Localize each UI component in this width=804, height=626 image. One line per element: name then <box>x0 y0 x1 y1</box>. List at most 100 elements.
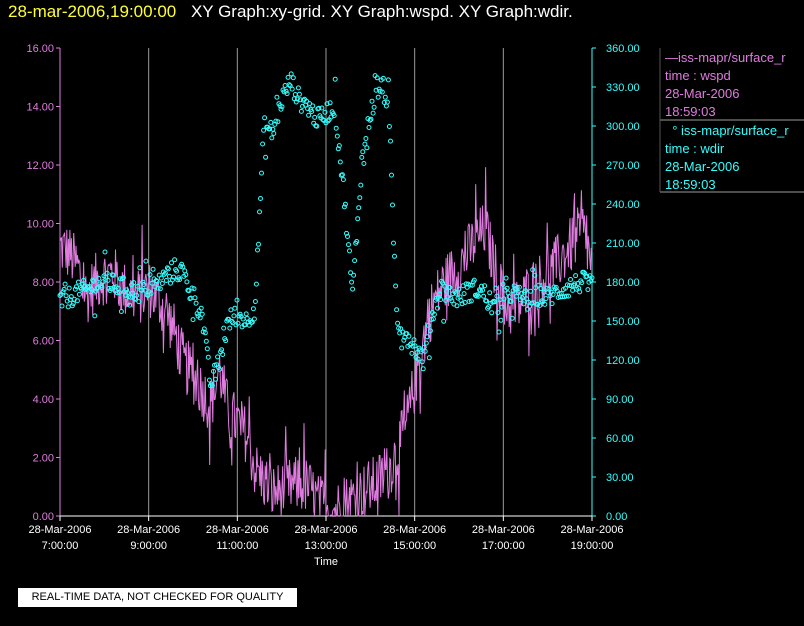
wdir-point <box>401 337 407 343</box>
wdir-point <box>184 279 190 285</box>
wdir-point <box>518 290 524 296</box>
wdir-point <box>267 126 273 132</box>
wdir-point <box>396 325 402 331</box>
wdir-point <box>135 283 141 289</box>
wdir-point <box>270 126 276 132</box>
wdir-point <box>471 277 477 283</box>
wdir-point <box>170 277 175 283</box>
wdir-point <box>359 154 365 160</box>
wdir-point <box>393 283 399 289</box>
wdir-point <box>130 290 136 296</box>
wdir-point <box>110 272 116 278</box>
right-tick-label: 120.00 <box>606 355 640 367</box>
wdir-point <box>515 289 521 295</box>
left-tick-label: 16.00 <box>26 43 54 55</box>
wdir-point <box>346 242 351 248</box>
legend-wdir-var: time : wdir <box>665 141 725 156</box>
wdir-point <box>391 240 396 246</box>
wdir-point <box>397 330 403 336</box>
wdir-point <box>102 249 108 255</box>
wdir-point <box>274 94 280 100</box>
wdir-point <box>472 292 478 298</box>
wdir-point <box>424 334 430 340</box>
wdir-point <box>368 116 374 122</box>
wdir-point <box>261 127 267 133</box>
wdir-point <box>375 94 381 100</box>
wdir-point <box>327 100 333 106</box>
wdir-point <box>143 258 149 264</box>
wdir-point <box>165 266 171 272</box>
wdir-point <box>304 98 310 104</box>
wdir-point <box>584 273 590 279</box>
wdir-point <box>425 322 431 328</box>
right-tick-label: 60.00 <box>606 433 634 445</box>
wdir-point <box>358 182 364 188</box>
wdir-point <box>444 288 450 294</box>
wdir-point <box>354 239 360 244</box>
wdir-point <box>528 288 534 294</box>
wdir-point <box>514 284 520 290</box>
wdir-point <box>394 307 400 313</box>
wdir-point <box>498 317 504 323</box>
wdir-point <box>275 119 281 125</box>
wdir-point <box>306 112 312 118</box>
wdir-point <box>588 278 594 284</box>
wdir-point <box>504 285 510 291</box>
wdir-point <box>412 343 418 349</box>
wdir-point <box>521 301 526 307</box>
wdir-point <box>278 106 284 112</box>
wdir-point <box>262 115 268 121</box>
wdir-point <box>57 293 63 298</box>
wdir-point <box>289 86 295 92</box>
wdir-point <box>268 119 274 125</box>
wdir-point <box>415 356 421 362</box>
right-tick-label: 180.00 <box>606 277 640 289</box>
wdir-point <box>124 287 129 293</box>
wdir-point <box>232 305 238 311</box>
wdir-point <box>309 109 315 114</box>
wdir-point <box>234 297 240 303</box>
wdir-point <box>336 143 342 149</box>
wdir-point <box>223 338 229 344</box>
wdir-point <box>568 277 573 282</box>
wdir-point <box>371 104 377 110</box>
wdir-point <box>177 277 183 282</box>
wdir-point <box>205 354 211 360</box>
wdir-point <box>157 286 163 292</box>
wdir-point <box>183 272 189 278</box>
wdir-point <box>74 298 80 304</box>
right-tick-label: 30.00 <box>606 472 634 484</box>
wdir-point <box>447 285 453 290</box>
wdir-point <box>431 311 437 317</box>
wdir-point <box>503 275 509 281</box>
x-tick-time: 19:00:00 <box>571 540 614 552</box>
right-tick-label: 240.00 <box>606 199 640 211</box>
wdir-point <box>162 270 168 276</box>
wdir-point <box>499 304 505 310</box>
wdir-point <box>285 74 291 80</box>
wdir-point <box>426 355 432 361</box>
right-tick-label: 360.00 <box>606 43 640 55</box>
wdir-point <box>342 201 348 207</box>
wdir-point <box>209 383 215 389</box>
wdir-point <box>202 330 208 336</box>
wdir-point <box>136 299 142 305</box>
left-tick-label: 2.00 <box>33 453 54 465</box>
wdir-point <box>59 303 65 309</box>
wdir-point <box>282 83 288 88</box>
wdir-point <box>374 75 380 81</box>
wdir-point <box>142 287 148 293</box>
graph-title: XY Graph:xy-grid. XY Graph:wspd. XY Grap… <box>190 2 573 21</box>
wdir-point <box>164 265 170 271</box>
legend-wspd-time: 18:59:03 <box>665 104 716 119</box>
wdir-point <box>197 315 203 321</box>
wdir-point <box>532 272 538 278</box>
wdir-point <box>437 291 443 297</box>
wdir-point <box>475 293 481 299</box>
wdir-point <box>237 311 243 317</box>
wdir-point <box>572 281 578 287</box>
wdir-point <box>577 289 583 295</box>
wdir-point <box>167 273 172 279</box>
wdir-point <box>257 209 262 215</box>
wdir-point <box>89 286 95 292</box>
